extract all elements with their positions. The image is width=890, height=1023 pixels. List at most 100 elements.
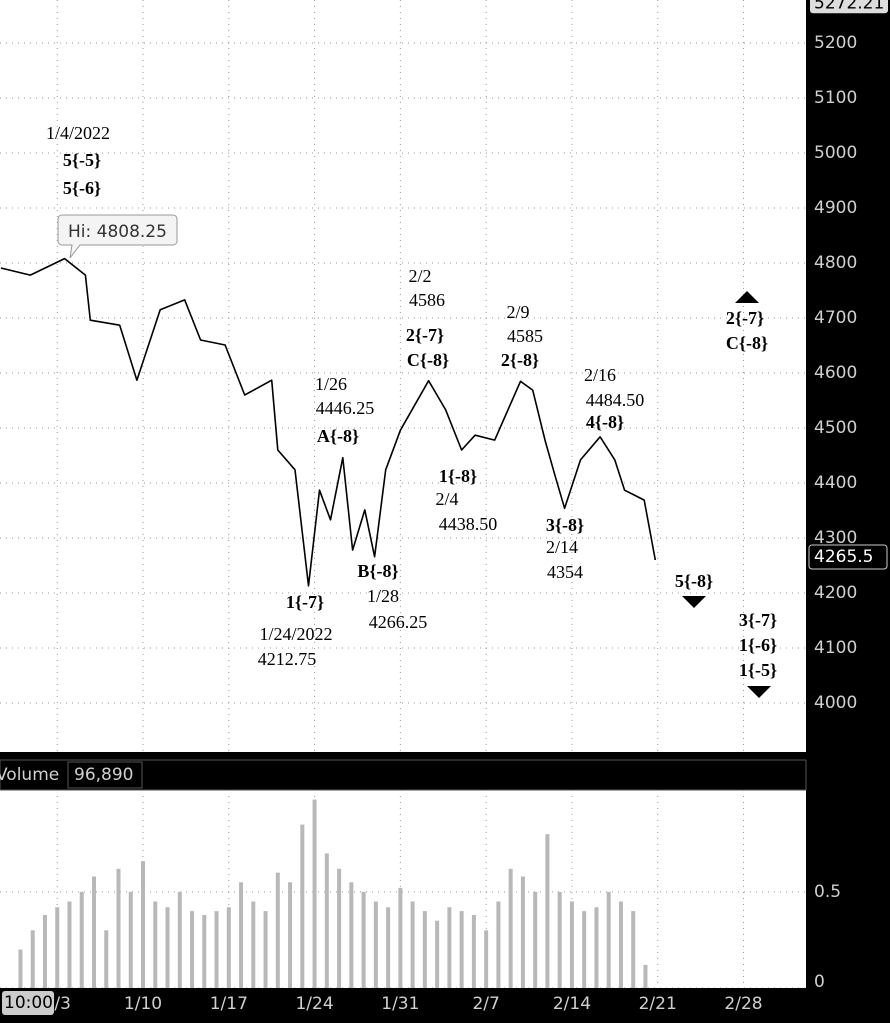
volume-bar [67, 901, 72, 988]
volume-bar [177, 891, 182, 988]
volume-bar [643, 964, 648, 988]
volume-bar [557, 891, 562, 988]
volume-bar [275, 872, 280, 988]
wave-label: 4446.25 [316, 398, 375, 418]
volume-bar [545, 834, 550, 988]
y-tick-label: 4600 [814, 363, 857, 383]
x-tick-label: 2/14 [553, 994, 591, 1014]
volume-bar [520, 876, 525, 988]
wave-label: 2{-7} [406, 325, 444, 345]
volume-bar [398, 888, 403, 988]
wave-label: 2{-8} [501, 350, 539, 370]
volume-bar [594, 907, 599, 988]
wave-label: 5{-8} [675, 571, 713, 591]
y-tick-label: 5200 [814, 33, 857, 53]
volume-bar [459, 911, 464, 988]
volume-bar [165, 907, 170, 988]
wave-label: 1{-6} [739, 635, 777, 655]
arrow-up [735, 291, 759, 303]
callout-box [57, 214, 178, 259]
wave-label: 4212.75 [258, 649, 317, 669]
time-axis [0, 988, 890, 1023]
volume-bar [30, 930, 35, 988]
wave-label: 4585 [507, 326, 543, 346]
volume-value-box [67, 761, 143, 789]
callout-text: Hi: 4808.25 [68, 222, 167, 242]
wave-label: 5{-6} [63, 178, 101, 198]
high-label: 5272.21 [814, 0, 884, 13]
volume-bar [484, 930, 489, 988]
volume-bar [606, 891, 611, 988]
wave-label: 5{-5} [63, 150, 101, 170]
wave-label: B{-8} [357, 561, 398, 581]
volume-bar [190, 911, 195, 988]
last-price-box [808, 544, 888, 570]
wave-label: 4586 [409, 290, 445, 310]
volume-bar [410, 901, 415, 988]
volume-bar [618, 901, 623, 988]
wave-label: 1/28 [367, 586, 399, 606]
volume-bar [569, 901, 574, 988]
last-price: 4265.5 [814, 547, 873, 567]
y-tick-label: 5000 [814, 143, 857, 163]
wave-label: C{-8} [726, 333, 768, 353]
volume-header [0, 759, 807, 791]
arrow-down [682, 596, 706, 608]
volume-bar [18, 949, 23, 988]
price-axis [806, 0, 890, 760]
wave-label: 4484.50 [586, 390, 645, 410]
volume-bar [324, 853, 329, 988]
volume-bar [104, 930, 109, 988]
wave-label: 4438.50 [439, 514, 498, 534]
volume-bar [239, 882, 244, 988]
volume-bar [226, 907, 231, 988]
x-tick-label: 1/31 [381, 994, 419, 1014]
wave-label: 1/24/2022 [259, 624, 332, 644]
x-tick-label: 2/21 [639, 994, 677, 1014]
time-label-box [2, 991, 54, 1015]
wave-label: 2/4 [435, 489, 458, 509]
y-tick-label: 4700 [814, 308, 857, 328]
x-tick-label: 1/10 [124, 994, 162, 1014]
y-tick-label: 4900 [814, 198, 857, 218]
y-tick-label: 4100 [814, 638, 857, 658]
volume-bar [386, 907, 391, 988]
wave-label: 1/26 [315, 374, 347, 394]
volume-bar [373, 901, 378, 988]
volume-bar [312, 799, 317, 988]
volume-bar [582, 911, 587, 988]
arrow-down [747, 686, 771, 698]
wave-label: 1/4/2022 [46, 123, 110, 143]
wave-label: 4{-8} [586, 412, 624, 432]
y-tick-label: 4300 [814, 528, 857, 548]
wave-label: 3{-8} [546, 515, 584, 535]
wave-label: 4354 [547, 562, 583, 582]
volume-bar [141, 861, 146, 988]
wave-label: A{-8} [317, 426, 359, 446]
high-label-box [810, 0, 888, 14]
volume-bar [251, 901, 256, 988]
volume-bar [496, 901, 501, 988]
volume-bar [128, 891, 133, 988]
wave-label: C{-8} [407, 350, 449, 370]
wave-label: 1{-5} [739, 660, 777, 680]
volume-bar [533, 891, 538, 988]
volume-bar [349, 882, 354, 988]
volume-bar [42, 914, 47, 988]
y-tick-label: 4800 [814, 253, 857, 273]
x-tick-label: 2/7 [472, 994, 499, 1014]
wave-label: 1{-8} [439, 466, 477, 486]
volume-value: 96,890 [74, 765, 133, 785]
y-tick-label: 4200 [814, 583, 857, 603]
y-tick-label: 4400 [814, 473, 857, 493]
wave-label: 2/9 [506, 302, 529, 322]
volume-bar [435, 920, 440, 988]
price-line [0, 257, 657, 587]
wave-label: 2{-7} [726, 308, 764, 328]
volume-bar [91, 876, 96, 988]
y-tick-label: 0.5 [814, 882, 841, 902]
volume-bar [508, 868, 513, 988]
price-panel [0, 0, 806, 752]
wave-label: 1{-7} [286, 592, 324, 612]
volume-bar [288, 882, 293, 988]
